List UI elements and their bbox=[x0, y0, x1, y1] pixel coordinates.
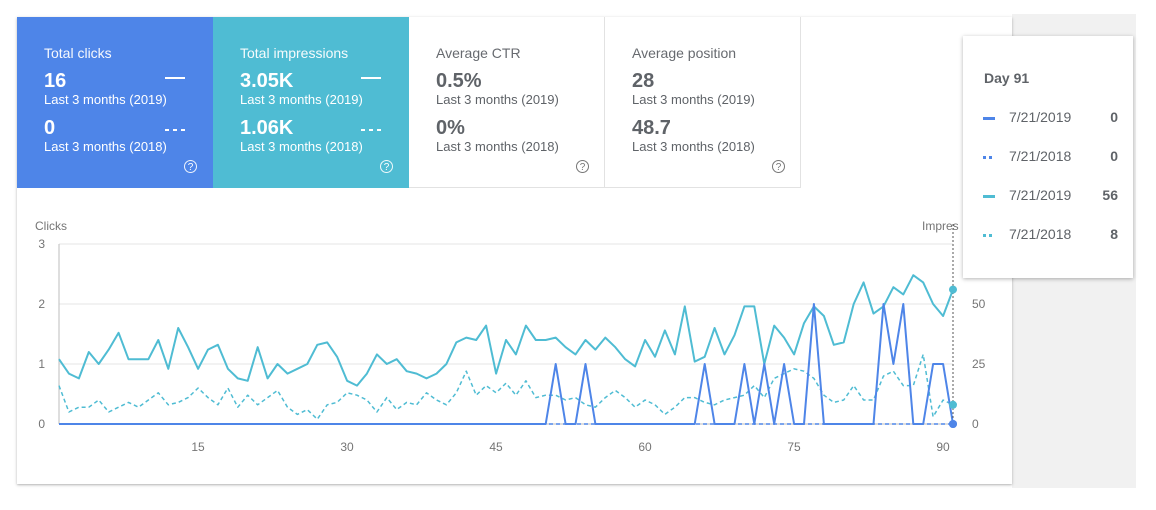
hover-point bbox=[949, 400, 957, 409]
metric-value-2018: 1.06K bbox=[240, 117, 294, 139]
x-axis-tick-label: 45 bbox=[489, 440, 503, 454]
solid-line-swatch-icon bbox=[983, 195, 995, 198]
dashed-line-legend-icon bbox=[165, 129, 185, 131]
solid-line-legend-icon bbox=[165, 77, 185, 79]
help-icon[interactable]: ? bbox=[380, 160, 393, 173]
metric-tab-total-clicks[interactable]: Total clicks 16 Last 3 months (2019) 0 L… bbox=[17, 17, 213, 188]
tooltip-value: 8 bbox=[1110, 226, 1118, 242]
metric-tabs: Total clicks 16 Last 3 months (2019) 0 L… bbox=[17, 17, 803, 188]
solid-line-legend-icon bbox=[361, 77, 381, 79]
dotted-line-swatch-icon bbox=[983, 156, 995, 159]
metric-period-2018: Last 3 months (2018) bbox=[436, 139, 559, 154]
tooltip-date: 7/21/2018 bbox=[1009, 226, 1072, 242]
metric-tab-average-position[interactable]: Average position 28 Last 3 months (2019)… bbox=[605, 17, 801, 188]
metric-period-2018: Last 3 months (2018) bbox=[632, 139, 755, 154]
tooltip-date: 7/21/2018 bbox=[1009, 148, 1072, 164]
x-axis-tick-label: 30 bbox=[340, 440, 354, 454]
x-axis-tick-label: 60 bbox=[638, 440, 652, 454]
metric-tab-total-impressions[interactable]: Total impressions 3.05K Last 3 months (2… bbox=[213, 17, 409, 188]
dashed-line-legend-icon bbox=[361, 129, 381, 131]
tooltip-row: 7/21/2018 8 bbox=[983, 226, 1118, 244]
left-axis-tick-label: 2 bbox=[38, 297, 45, 311]
hover-point bbox=[949, 420, 957, 428]
right-axis-tick-label: 25 bbox=[972, 357, 986, 371]
metric-period-2019: Last 3 months (2019) bbox=[44, 92, 167, 107]
tooltip-title: Day 91 bbox=[984, 70, 1030, 86]
left-axis-tick-label: 3 bbox=[38, 237, 45, 251]
left-axis-title: Clicks bbox=[35, 219, 67, 233]
metric-period-2018: Last 3 months (2018) bbox=[240, 139, 363, 154]
tooltip-row: 7/21/2018 0 bbox=[983, 148, 1118, 166]
metric-period-2019: Last 3 months (2019) bbox=[632, 92, 755, 107]
tooltip-value: 0 bbox=[1110, 148, 1118, 164]
help-icon[interactable]: ? bbox=[184, 160, 197, 173]
metric-tab-average-ctr[interactable]: Average CTR 0.5% Last 3 months (2019) 0%… bbox=[409, 17, 605, 188]
tooltip-row: 7/21/2019 56 bbox=[983, 187, 1118, 205]
metric-period-2018: Last 3 months (2018) bbox=[44, 139, 167, 154]
tooltip-value: 0 bbox=[1110, 109, 1118, 125]
help-icon[interactable]: ? bbox=[772, 160, 785, 173]
tooltip-date: 7/21/2019 bbox=[1009, 187, 1072, 203]
metric-title: Total clicks bbox=[44, 45, 112, 61]
metric-period-2019: Last 3 months (2019) bbox=[240, 92, 363, 107]
metric-title: Total impressions bbox=[240, 45, 349, 61]
left-axis-tick-label: 1 bbox=[38, 357, 45, 371]
metric-value-2018: 0 bbox=[44, 117, 56, 139]
right-axis-title: Impres bbox=[922, 219, 959, 233]
chart-hover-tooltip: Day 91 7/21/2019 0 7/21/2018 0 7/21/2019 56 7/… bbox=[963, 36, 1133, 278]
right-axis-tick-label: 0 bbox=[972, 417, 979, 431]
x-axis-tick-label: 90 bbox=[936, 440, 950, 454]
metric-value-2018: 48.7 bbox=[632, 117, 671, 139]
metric-title: Average CTR bbox=[436, 45, 521, 61]
metric-title: Average position bbox=[632, 45, 737, 61]
x-axis-tick-label: 75 bbox=[787, 440, 801, 454]
metric-value-2018: 0% bbox=[436, 117, 465, 139]
series-line-solid bbox=[58, 274, 954, 387]
metric-value-2019: 3.05K bbox=[240, 70, 294, 92]
dotted-line-swatch-icon bbox=[983, 234, 995, 237]
solid-line-swatch-icon bbox=[983, 117, 995, 120]
series-line-dotted bbox=[58, 353, 954, 420]
metric-value-2019: 28 bbox=[632, 70, 655, 92]
tooltip-date: 7/21/2019 bbox=[1009, 109, 1072, 125]
x-axis-tick-label: 15 bbox=[191, 440, 205, 454]
right-axis-tick-label: 50 bbox=[972, 297, 986, 311]
metric-value-2019: 16 bbox=[44, 70, 67, 92]
metric-value-2019: 0.5% bbox=[436, 70, 482, 92]
tooltip-value: 56 bbox=[1102, 187, 1118, 203]
hover-point bbox=[949, 285, 957, 294]
left-axis-tick-label: 0 bbox=[38, 417, 45, 431]
tooltip-row: 7/21/2019 0 bbox=[983, 109, 1118, 127]
performance-card: Total clicks 16 Last 3 months (2019) 0 L… bbox=[17, 17, 1012, 484]
help-icon[interactable]: ? bbox=[576, 160, 589, 173]
metric-period-2019: Last 3 months (2019) bbox=[436, 92, 559, 107]
